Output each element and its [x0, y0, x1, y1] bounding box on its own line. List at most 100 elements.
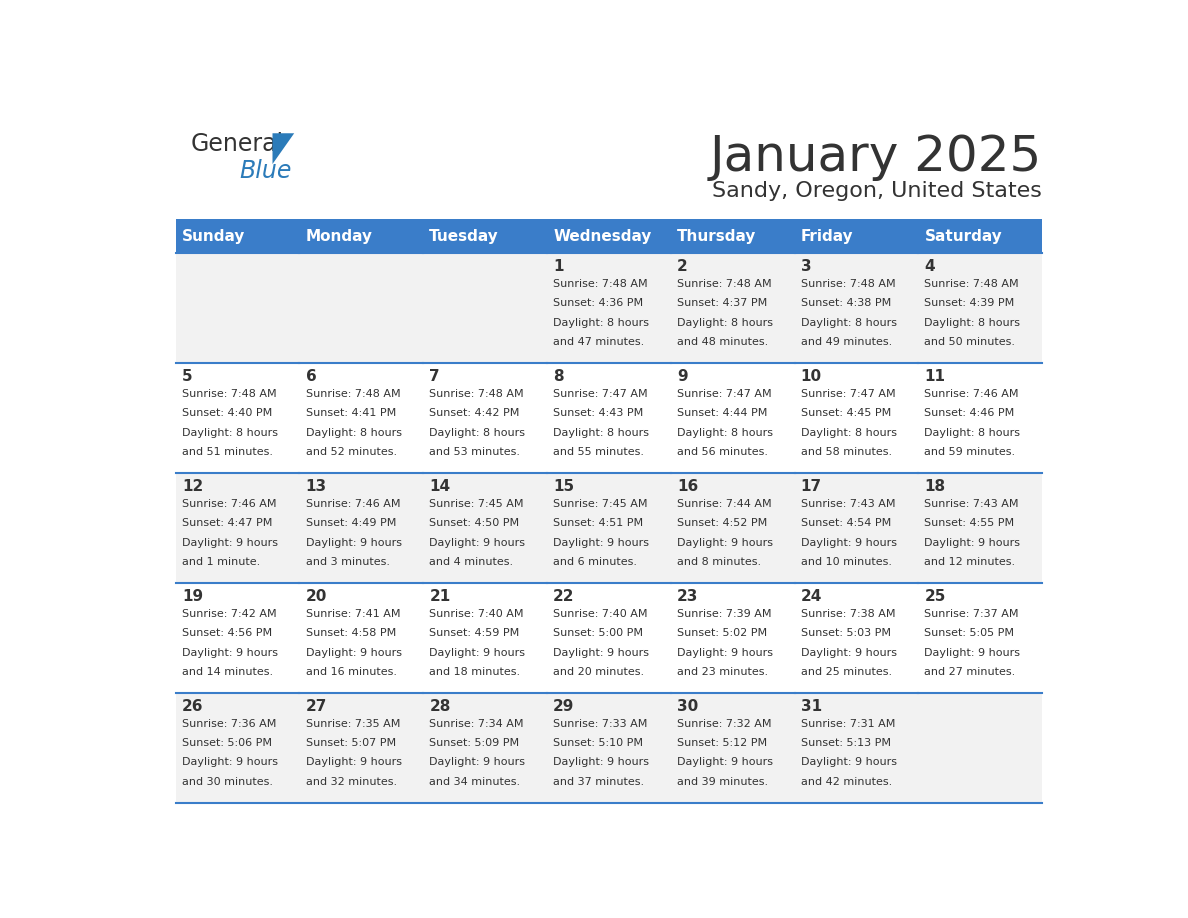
Text: Sunset: 4:56 PM: Sunset: 4:56 PM — [182, 628, 272, 638]
Bar — [918, 693, 1042, 803]
Text: Daylight: 8 hours: Daylight: 8 hours — [305, 428, 402, 438]
Text: Sunrise: 7:47 AM: Sunrise: 7:47 AM — [677, 389, 771, 399]
Text: Sunset: 5:07 PM: Sunset: 5:07 PM — [305, 738, 396, 748]
Text: Sunset: 5:10 PM: Sunset: 5:10 PM — [554, 738, 643, 748]
Text: Daylight: 9 hours: Daylight: 9 hours — [677, 647, 773, 657]
Text: Sunset: 4:52 PM: Sunset: 4:52 PM — [677, 519, 767, 529]
Text: and 4 minutes.: and 4 minutes. — [429, 557, 513, 566]
Text: Sunrise: 7:35 AM: Sunrise: 7:35 AM — [305, 719, 400, 729]
Text: and 25 minutes.: and 25 minutes. — [801, 666, 892, 677]
Text: 3: 3 — [801, 259, 811, 274]
Text: and 34 minutes.: and 34 minutes. — [429, 777, 520, 787]
Text: Daylight: 8 hours: Daylight: 8 hours — [801, 318, 897, 328]
Text: Sunrise: 7:47 AM: Sunrise: 7:47 AM — [801, 389, 896, 399]
Bar — [423, 253, 546, 364]
Text: Sunset: 4:40 PM: Sunset: 4:40 PM — [182, 409, 272, 419]
Text: Sunset: 5:12 PM: Sunset: 5:12 PM — [677, 738, 767, 748]
Text: and 39 minutes.: and 39 minutes. — [677, 777, 769, 787]
Bar — [176, 583, 299, 693]
Text: Sunset: 4:59 PM: Sunset: 4:59 PM — [429, 628, 519, 638]
Text: Sunrise: 7:40 AM: Sunrise: 7:40 AM — [554, 609, 647, 619]
Text: 17: 17 — [801, 478, 822, 494]
Bar — [176, 253, 299, 364]
Text: 13: 13 — [305, 478, 327, 494]
Text: Sunrise: 7:31 AM: Sunrise: 7:31 AM — [801, 719, 895, 729]
Text: Daylight: 9 hours: Daylight: 9 hours — [801, 538, 897, 547]
Text: Sunrise: 7:46 AM: Sunrise: 7:46 AM — [924, 389, 1019, 399]
Text: Sunrise: 7:34 AM: Sunrise: 7:34 AM — [429, 719, 524, 729]
Text: Tuesday: Tuesday — [429, 229, 499, 244]
Text: and 58 minutes.: and 58 minutes. — [801, 447, 892, 457]
Text: Sunrise: 7:41 AM: Sunrise: 7:41 AM — [305, 609, 400, 619]
Bar — [176, 474, 299, 583]
Text: and 30 minutes.: and 30 minutes. — [182, 777, 273, 787]
Text: and 51 minutes.: and 51 minutes. — [182, 447, 273, 457]
Text: 19: 19 — [182, 588, 203, 604]
Bar — [423, 474, 546, 583]
Text: Sunset: 5:13 PM: Sunset: 5:13 PM — [801, 738, 891, 748]
Text: and 3 minutes.: and 3 minutes. — [305, 557, 390, 566]
Text: Sunset: 4:49 PM: Sunset: 4:49 PM — [305, 519, 396, 529]
Text: Sunrise: 7:43 AM: Sunrise: 7:43 AM — [924, 499, 1019, 509]
Text: 4: 4 — [924, 259, 935, 274]
Text: Sunset: 4:55 PM: Sunset: 4:55 PM — [924, 519, 1015, 529]
Text: Daylight: 8 hours: Daylight: 8 hours — [554, 428, 649, 438]
Bar — [546, 693, 671, 803]
Text: Daylight: 8 hours: Daylight: 8 hours — [924, 428, 1020, 438]
Text: Daylight: 8 hours: Daylight: 8 hours — [677, 318, 773, 328]
Text: 11: 11 — [924, 369, 946, 384]
Bar — [299, 583, 423, 693]
Bar — [546, 583, 671, 693]
Text: 14: 14 — [429, 478, 450, 494]
Text: 2: 2 — [677, 259, 688, 274]
Text: and 14 minutes.: and 14 minutes. — [182, 666, 273, 677]
Bar — [423, 364, 546, 474]
Bar — [918, 364, 1042, 474]
Text: Sunset: 4:50 PM: Sunset: 4:50 PM — [429, 519, 519, 529]
Text: and 37 minutes.: and 37 minutes. — [554, 777, 644, 787]
Text: and 42 minutes.: and 42 minutes. — [801, 777, 892, 787]
Text: Daylight: 9 hours: Daylight: 9 hours — [182, 757, 278, 767]
Text: Saturday: Saturday — [924, 229, 1003, 244]
Polygon shape — [272, 133, 295, 164]
Bar — [795, 583, 918, 693]
Text: 28: 28 — [429, 699, 450, 713]
Text: and 32 minutes.: and 32 minutes. — [305, 777, 397, 787]
Text: Sunrise: 7:42 AM: Sunrise: 7:42 AM — [182, 609, 277, 619]
Bar — [795, 253, 918, 364]
Text: 10: 10 — [801, 369, 822, 384]
Bar — [176, 364, 299, 474]
Text: Sunset: 4:47 PM: Sunset: 4:47 PM — [182, 519, 272, 529]
Text: 25: 25 — [924, 588, 946, 604]
Text: Sunrise: 7:39 AM: Sunrise: 7:39 AM — [677, 609, 771, 619]
Text: and 18 minutes.: and 18 minutes. — [429, 666, 520, 677]
Text: General: General — [191, 131, 284, 156]
Text: and 56 minutes.: and 56 minutes. — [677, 447, 767, 457]
Bar — [671, 219, 795, 253]
Text: Sunrise: 7:45 AM: Sunrise: 7:45 AM — [554, 499, 647, 509]
Text: Monday: Monday — [305, 229, 373, 244]
Text: 16: 16 — [677, 478, 699, 494]
Bar — [671, 693, 795, 803]
Text: and 16 minutes.: and 16 minutes. — [305, 666, 397, 677]
Text: Sunrise: 7:44 AM: Sunrise: 7:44 AM — [677, 499, 771, 509]
Bar — [546, 253, 671, 364]
Bar — [795, 364, 918, 474]
Text: Daylight: 9 hours: Daylight: 9 hours — [305, 647, 402, 657]
Text: Daylight: 8 hours: Daylight: 8 hours — [924, 318, 1020, 328]
Bar — [423, 583, 546, 693]
Text: Daylight: 9 hours: Daylight: 9 hours — [677, 757, 773, 767]
Text: Sunset: 4:51 PM: Sunset: 4:51 PM — [554, 519, 643, 529]
Text: Sunset: 4:38 PM: Sunset: 4:38 PM — [801, 298, 891, 308]
Bar — [176, 219, 299, 253]
Bar — [671, 253, 795, 364]
Bar — [299, 693, 423, 803]
Bar — [918, 474, 1042, 583]
Text: Sunrise: 7:46 AM: Sunrise: 7:46 AM — [182, 499, 277, 509]
Text: Daylight: 9 hours: Daylight: 9 hours — [554, 647, 649, 657]
Text: Sunset: 4:39 PM: Sunset: 4:39 PM — [924, 298, 1015, 308]
Text: 21: 21 — [429, 588, 450, 604]
Text: 18: 18 — [924, 478, 946, 494]
Text: and 20 minutes.: and 20 minutes. — [554, 666, 644, 677]
Text: 22: 22 — [554, 588, 575, 604]
